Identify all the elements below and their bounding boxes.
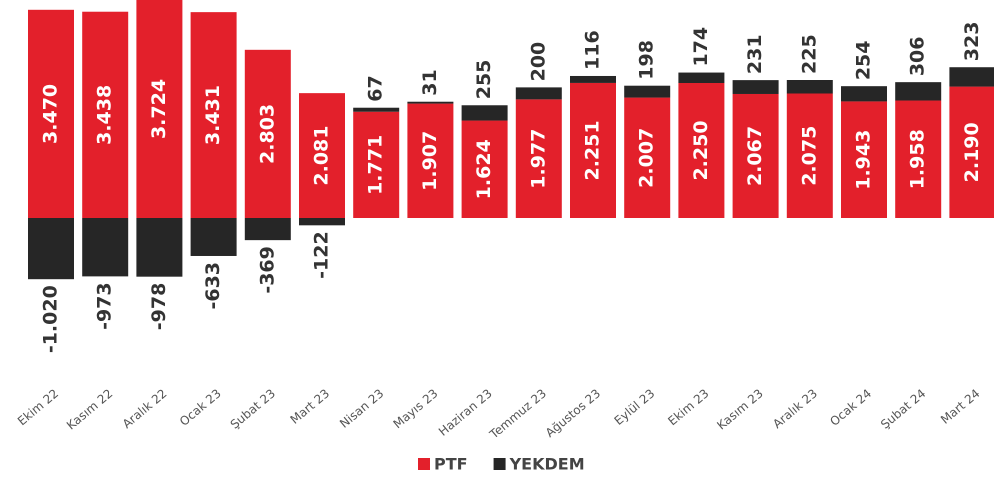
bar (786, 80, 833, 94)
bar (136, 218, 183, 277)
x-tick-label: Eylül 23 (612, 386, 658, 428)
bar (732, 80, 779, 94)
bar (624, 85, 671, 98)
bar (136, 0, 183, 219)
bar (244, 49, 291, 218)
bar (82, 218, 129, 277)
value-label: -633 (202, 262, 224, 310)
legend-swatch (418, 458, 430, 470)
bar (244, 218, 291, 241)
bar (299, 218, 345, 226)
bar (407, 103, 454, 218)
bar (678, 83, 725, 218)
value-label: 2.803 (256, 104, 278, 164)
x-tick-label: Nisan 23 (337, 386, 386, 431)
x-tick-label: Ekim 22 (15, 386, 61, 428)
bar (461, 120, 508, 218)
x-tick-label: Şubat 23 (228, 386, 278, 431)
x-tick-label: Kasım 22 (64, 386, 115, 432)
value-label: 225 (798, 34, 820, 74)
legend: PTF YEKDEM (418, 455, 585, 474)
bar (82, 11, 129, 218)
bar (570, 82, 616, 218)
value-label: 2.075 (798, 126, 820, 186)
value-label: 67 (365, 75, 387, 101)
bar (353, 111, 400, 218)
x-tick-label: Aralık 23 (770, 386, 820, 431)
bar (895, 100, 942, 218)
value-label: 3.438 (94, 85, 116, 145)
legend-label: YEKDEM (509, 455, 585, 474)
bar (461, 105, 508, 121)
value-label: 116 (582, 30, 604, 70)
x-tick-label: Mayıs 23 (391, 386, 441, 431)
bar (841, 86, 887, 102)
value-label: 1.771 (365, 135, 387, 195)
value-label: 231 (744, 34, 766, 74)
x-tick-label: Şubat 24 (878, 386, 928, 431)
value-label: 3.724 (148, 79, 170, 139)
value-label: 254 (853, 41, 875, 81)
bar (570, 75, 616, 83)
value-label: 1.958 (907, 129, 929, 189)
bar (190, 12, 237, 219)
value-label: -978 (148, 283, 170, 331)
x-tick-label: Ocak 23 (177, 386, 224, 429)
x-tick-label: Mart 24 (938, 386, 983, 427)
value-label: 1.943 (853, 130, 875, 190)
x-tick-label: Haziran 23 (436, 386, 495, 439)
value-label: 174 (690, 27, 712, 67)
value-label: 2.081 (311, 126, 333, 186)
value-label: 200 (527, 42, 549, 82)
bar (353, 107, 400, 112)
legend-swatch (493, 458, 506, 470)
bar (732, 93, 779, 218)
x-tick-label: Temmuz 23 (486, 386, 549, 442)
value-label: 1.624 (473, 139, 495, 199)
bar (949, 67, 994, 87)
x-tick-label: Ekim 23 (665, 386, 711, 428)
value-label: 2.251 (582, 120, 604, 180)
bar (190, 218, 237, 256)
value-label: 2.067 (744, 126, 766, 186)
x-tick-label: Ağustos 23 (543, 386, 603, 440)
bar (407, 101, 454, 104)
bar (678, 72, 725, 83)
value-label: 323 (961, 22, 983, 62)
value-label: 2.250 (690, 120, 712, 180)
value-label: 1.977 (527, 129, 549, 189)
bar (786, 93, 833, 218)
legend-label: PTF (434, 455, 468, 474)
value-label: 1.907 (419, 131, 441, 191)
value-label: 2.190 (961, 122, 983, 182)
bar (949, 86, 994, 218)
x-tick-label: Kasım 23 (714, 386, 765, 432)
value-label: 3.470 (40, 84, 62, 144)
x-tick-label: Aralık 22 (120, 386, 170, 431)
bar (28, 218, 74, 280)
value-label: 2.007 (636, 128, 658, 188)
x-tick-label: Ocak 24 (827, 386, 874, 429)
value-label: 255 (473, 60, 495, 100)
bar (28, 9, 74, 218)
value-label: -122 (311, 231, 333, 279)
bar (841, 101, 887, 218)
value-label: 306 (907, 36, 929, 76)
bar (624, 97, 671, 218)
x-tick-label: Mart 23 (288, 386, 333, 427)
bar (895, 82, 942, 101)
value-label: -369 (256, 246, 278, 294)
value-label: 198 (636, 40, 658, 80)
bar (299, 93, 345, 218)
value-label: -973 (94, 282, 116, 330)
value-label: -1.020 (40, 285, 62, 353)
bar (515, 99, 562, 218)
value-label: 3.431 (202, 85, 224, 145)
value-label: 31 (419, 69, 441, 95)
bar (515, 87, 562, 100)
